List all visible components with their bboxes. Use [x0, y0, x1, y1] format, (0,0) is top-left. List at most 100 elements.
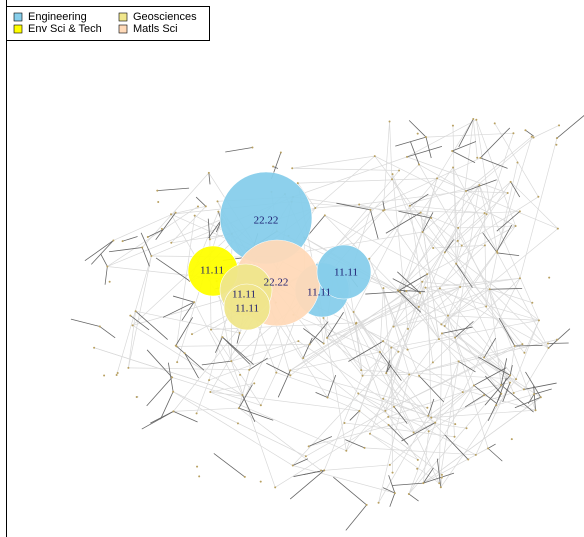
node-dot: [103, 374, 106, 377]
node-dot: [377, 501, 380, 504]
edge: [441, 288, 490, 325]
edge: [355, 323, 363, 376]
edge-strong: [392, 278, 421, 294]
edge-strong: [423, 467, 434, 484]
node-dot: [134, 310, 137, 313]
node-dot: [483, 244, 486, 247]
node-dot: [204, 205, 207, 208]
node-dot: [238, 331, 241, 334]
edge-strong: [277, 370, 291, 398]
edge-strong: [473, 385, 497, 404]
node-dot: [289, 369, 292, 372]
node-dot: [243, 475, 246, 478]
node-dot: [487, 447, 490, 450]
node-dot: [146, 236, 149, 239]
edge-strong: [465, 179, 497, 192]
edge: [428, 391, 463, 417]
node-dot: [392, 405, 395, 408]
edge-strong: [487, 448, 503, 462]
edge-strong: [84, 240, 114, 262]
edge: [444, 213, 487, 253]
legend-swatch: [13, 12, 23, 22]
edge: [479, 185, 487, 215]
edge-strong: [303, 328, 324, 344]
edge-strong: [397, 271, 421, 294]
node-dot: [391, 178, 394, 181]
edge: [436, 178, 558, 229]
node-dot: [230, 360, 233, 363]
edge: [455, 263, 523, 345]
node-dot: [440, 476, 443, 479]
node-dot: [388, 463, 391, 466]
edge: [425, 277, 520, 289]
node-dot: [326, 336, 329, 339]
node-dot: [274, 486, 277, 489]
edge: [362, 347, 392, 376]
edge: [369, 433, 440, 484]
edge-strong: [160, 391, 174, 420]
edge-strong: [485, 375, 502, 394]
node-dot: [209, 391, 212, 394]
edge: [385, 281, 423, 411]
edge: [383, 288, 395, 407]
edge: [510, 181, 559, 229]
node-dot: [150, 254, 153, 257]
edge-strong: [436, 458, 442, 488]
edge: [170, 205, 206, 215]
node-dot: [323, 214, 326, 217]
edge: [419, 292, 440, 340]
node-dot: [387, 423, 390, 426]
edge: [369, 433, 419, 461]
edge-strong: [104, 266, 108, 285]
edge-strong: [397, 290, 422, 313]
node-dot: [378, 351, 381, 354]
node-dot: [382, 397, 385, 400]
node-dot: [296, 182, 299, 185]
edge: [406, 156, 508, 194]
node-dot: [430, 416, 433, 419]
edge-strong: [175, 317, 194, 346]
edge-strong: [385, 212, 421, 234]
node-dot: [323, 469, 326, 472]
node-dot: [539, 396, 542, 399]
edge: [208, 344, 310, 381]
edge-strong: [289, 470, 325, 500]
node-dot: [516, 161, 519, 164]
bubble-label: 11.11: [235, 303, 259, 315]
edges: [70, 115, 584, 531]
bubble-label: 11.11: [232, 289, 256, 301]
edge: [107, 219, 222, 267]
edge: [479, 185, 540, 321]
edge-strong: [533, 385, 536, 411]
edge-strong: [345, 504, 367, 531]
edge: [418, 164, 467, 192]
node-dot: [408, 204, 411, 207]
edge: [132, 325, 243, 396]
edge-strong: [130, 315, 150, 331]
edge-strong: [249, 357, 268, 371]
node-dot: [251, 146, 254, 149]
node-dot: [406, 155, 409, 158]
node-dot: [451, 150, 454, 153]
edge: [210, 382, 255, 393]
edge: [389, 385, 475, 466]
edge: [172, 391, 293, 466]
edge-strong: [157, 187, 190, 191]
node-dot: [304, 455, 307, 458]
node-dot: [412, 431, 415, 434]
edge: [172, 391, 306, 457]
node-dot: [345, 449, 348, 452]
edge: [210, 391, 347, 452]
edge: [210, 391, 360, 412]
edge: [382, 121, 390, 211]
bubble-label: 11.11: [200, 265, 224, 277]
edge: [292, 465, 395, 494]
edge: [290, 281, 423, 371]
node-dot: [141, 246, 144, 249]
node-dot: [382, 287, 385, 290]
edge-strong: [487, 393, 502, 421]
node-dot: [131, 324, 134, 327]
edge: [455, 118, 474, 264]
edge-strong: [427, 398, 435, 416]
node-dot: [208, 379, 211, 382]
